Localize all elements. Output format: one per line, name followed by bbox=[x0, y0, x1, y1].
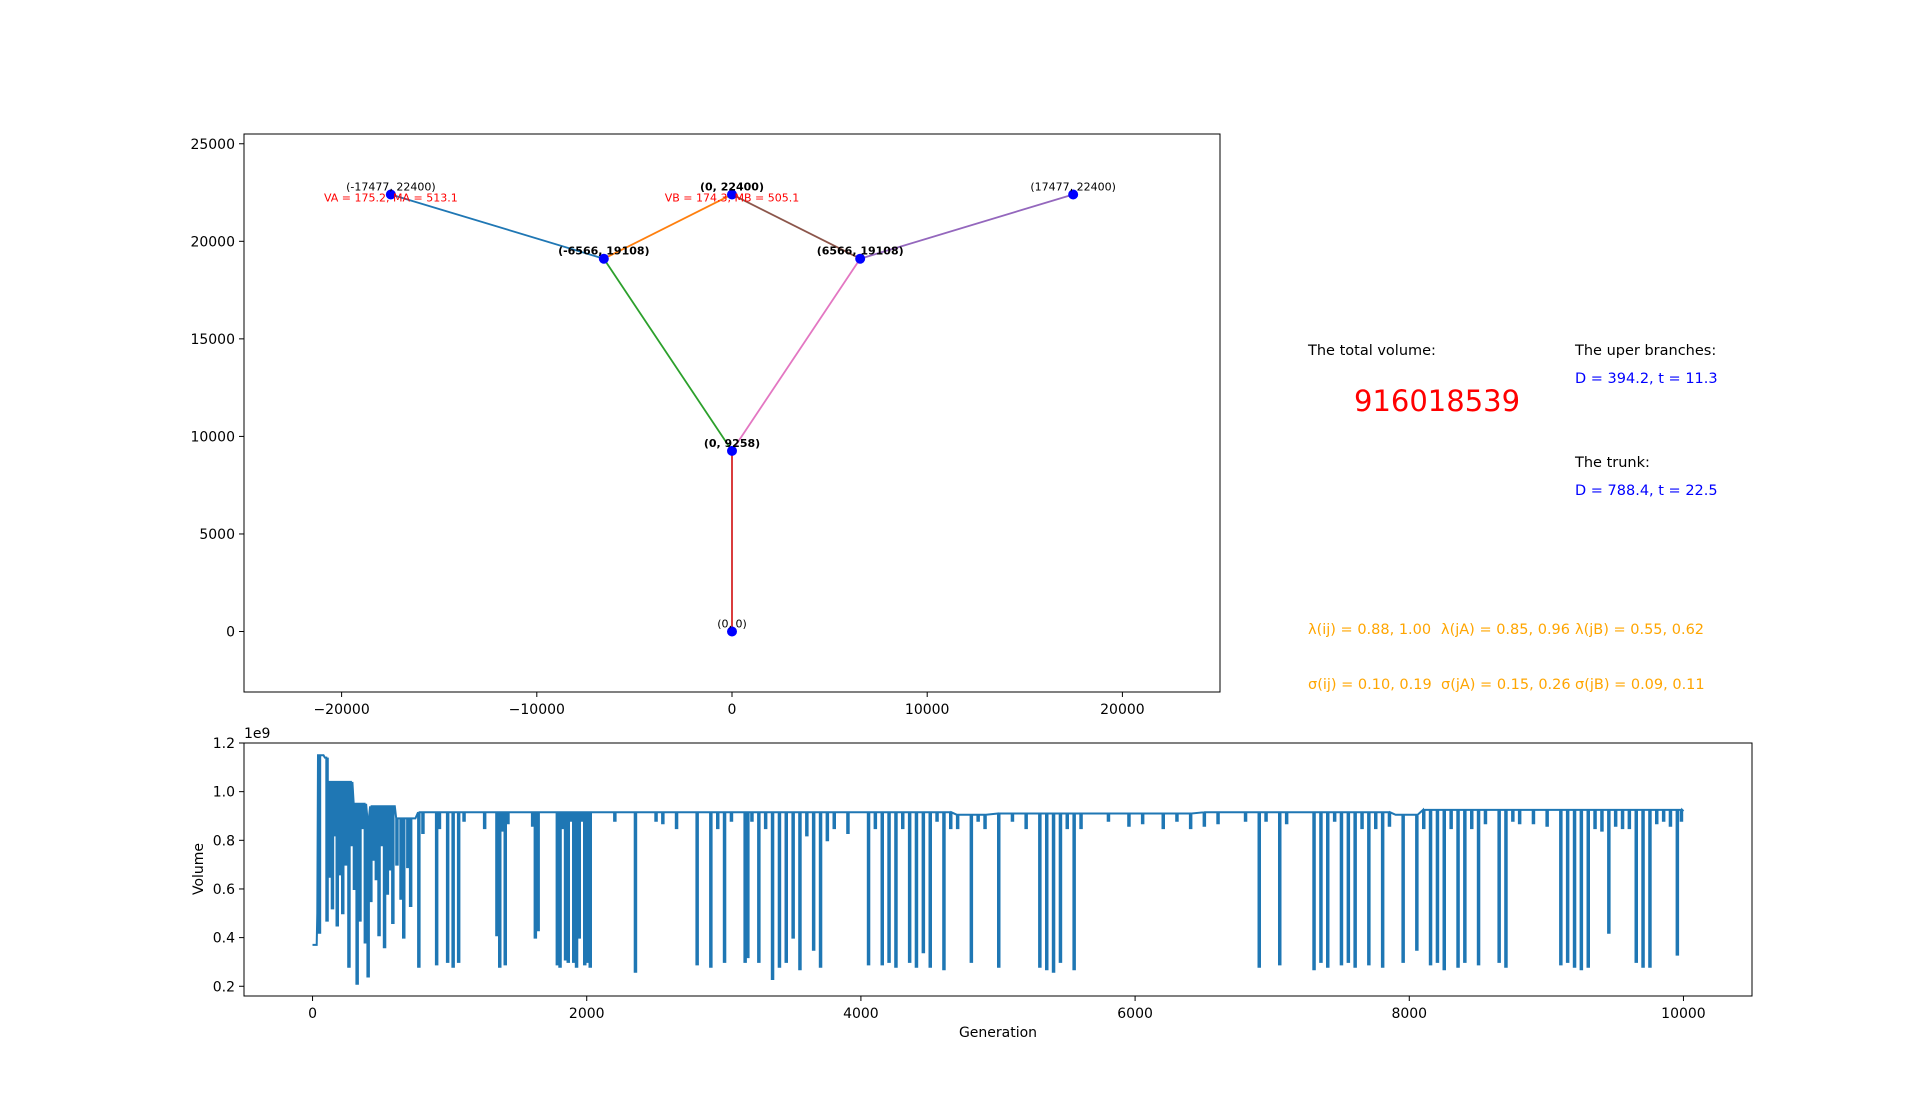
volume-x-label: Generation bbox=[959, 1025, 1037, 1041]
network-node-label: (17477, 22400) bbox=[1030, 180, 1116, 193]
volume-x-tick-label: 6000 bbox=[1117, 1006, 1153, 1022]
trunk-label: The trunk: bbox=[1575, 455, 1650, 471]
upper-branches-value: D = 394.2, t = 11.3 bbox=[1575, 371, 1718, 387]
network-labels: (-17477, 22400) (0, 22400) (17477, 22400) (… bbox=[324, 180, 1116, 630]
trunk-value: D = 788.4, t = 22.5 bbox=[1575, 483, 1718, 499]
network-edge-B-JB bbox=[731, 193, 861, 260]
network-node-label: (0, 9258) bbox=[704, 437, 760, 450]
network-edge-JA-B bbox=[603, 193, 733, 260]
sigma-ja: σ(jA) = 0.15, 0.26 bbox=[1441, 677, 1571, 693]
network-node-label: (0, 0) bbox=[717, 618, 747, 631]
volume-y-axis: 0.2 0.4 0.6 0.8 1.0 1.2 bbox=[213, 736, 244, 995]
volume-x-tick-label: 0 bbox=[308, 1006, 317, 1022]
upper-branches-label: The uper branches: bbox=[1575, 343, 1717, 359]
network-y-tick-label: 20000 bbox=[190, 234, 235, 250]
network-node-label: (0, 22400) bbox=[700, 180, 764, 193]
network-x-tick-label: 0 bbox=[728, 702, 737, 718]
network-node-label: (-6566, 19108) bbox=[558, 245, 650, 258]
volume-y-tick-label: 0.8 bbox=[213, 833, 235, 849]
volume-y-tick-label: 1.0 bbox=[213, 785, 235, 801]
network-nodes bbox=[385, 189, 1079, 637]
network-node-JA bbox=[598, 253, 609, 264]
volume-plot: 0 2000 4000 6000 8000 10000 0.2 0.4 0.6 0.8 1.0 1.… bbox=[191, 726, 1753, 1041]
network-annotation: VA = 175.2, MA = 513.1 bbox=[324, 191, 458, 204]
network-node-B bbox=[727, 189, 737, 200]
lambda-jb: λ(jB) = 0.55, 0.62 bbox=[1575, 622, 1705, 638]
network-node-J bbox=[727, 445, 737, 456]
network-edge-C-JB bbox=[859, 193, 1074, 260]
network-x-tick-label: 10000 bbox=[905, 702, 950, 718]
volume-y-tick-label: 1.2 bbox=[213, 736, 235, 752]
volume-x-axis: 0 2000 4000 6000 8000 10000 bbox=[308, 996, 1706, 1022]
volume-offset-text: 1e9 bbox=[244, 726, 270, 742]
lambda-ij: λ(ij) = 0.88, 1.00 bbox=[1308, 622, 1432, 638]
network-edge-A-JA bbox=[390, 193, 605, 260]
network-x-tick-label: −20000 bbox=[313, 702, 369, 718]
network-x-tick-label: 20000 bbox=[1100, 702, 1145, 718]
network-node-C bbox=[1068, 189, 1079, 200]
network-edge-JB-J bbox=[731, 258, 861, 452]
network-y-axis: 0 5000 10000 15000 20000 25000 bbox=[190, 137, 244, 641]
total-volume-value: 916018539 bbox=[1354, 384, 1521, 418]
total-volume-label: The total volume: bbox=[1308, 343, 1436, 359]
network-node-JB bbox=[855, 253, 866, 264]
volume-y-tick-label: 0.6 bbox=[213, 882, 235, 898]
volume-y-tick-label: 0.4 bbox=[213, 931, 235, 947]
volume-x-tick-label: 10000 bbox=[1661, 1006, 1706, 1022]
network-y-tick-label: 15000 bbox=[190, 332, 235, 348]
volume-x-tick-label: 2000 bbox=[569, 1006, 605, 1022]
volume-x-tick-label: 4000 bbox=[843, 1006, 879, 1022]
sigma-ij: σ(ij) = 0.10, 0.19 bbox=[1308, 677, 1432, 693]
network-y-tick-label: 0 bbox=[226, 625, 235, 641]
volume-plot-frame bbox=[243, 742, 1753, 997]
volume-y-label: Volume bbox=[191, 843, 207, 895]
network-y-tick-label: 10000 bbox=[190, 429, 235, 445]
network-plot: −20000 −10000 0 10000 20000 0 5000 10000 15000 2… bbox=[190, 133, 1221, 718]
network-x-tick-label: −10000 bbox=[509, 702, 565, 718]
volume-series-line bbox=[312, 754, 1685, 985]
network-node-label: (6566, 19108) bbox=[817, 245, 904, 258]
network-annotation: VB = 174.3, MB = 505.1 bbox=[665, 191, 800, 204]
lambda-ja: λ(jA) = 0.85, 0.96 bbox=[1441, 622, 1570, 638]
network-node-O bbox=[727, 626, 737, 637]
network-edge-JA-J bbox=[603, 258, 733, 452]
network-node-A bbox=[385, 189, 396, 200]
network-y-tick-label: 25000 bbox=[190, 137, 235, 153]
network-x-axis: −20000 −10000 0 10000 20000 bbox=[313, 692, 1145, 718]
sigma-jb: σ(jB) = 0.09, 0.11 bbox=[1575, 677, 1705, 693]
volume-x-tick-label: 8000 bbox=[1391, 1006, 1427, 1022]
network-edges bbox=[390, 193, 1074, 632]
network-y-tick-label: 5000 bbox=[199, 527, 235, 543]
network-node-label: (-17477, 22400) bbox=[346, 180, 436, 193]
volume-y-tick-label: 0.2 bbox=[213, 979, 235, 995]
